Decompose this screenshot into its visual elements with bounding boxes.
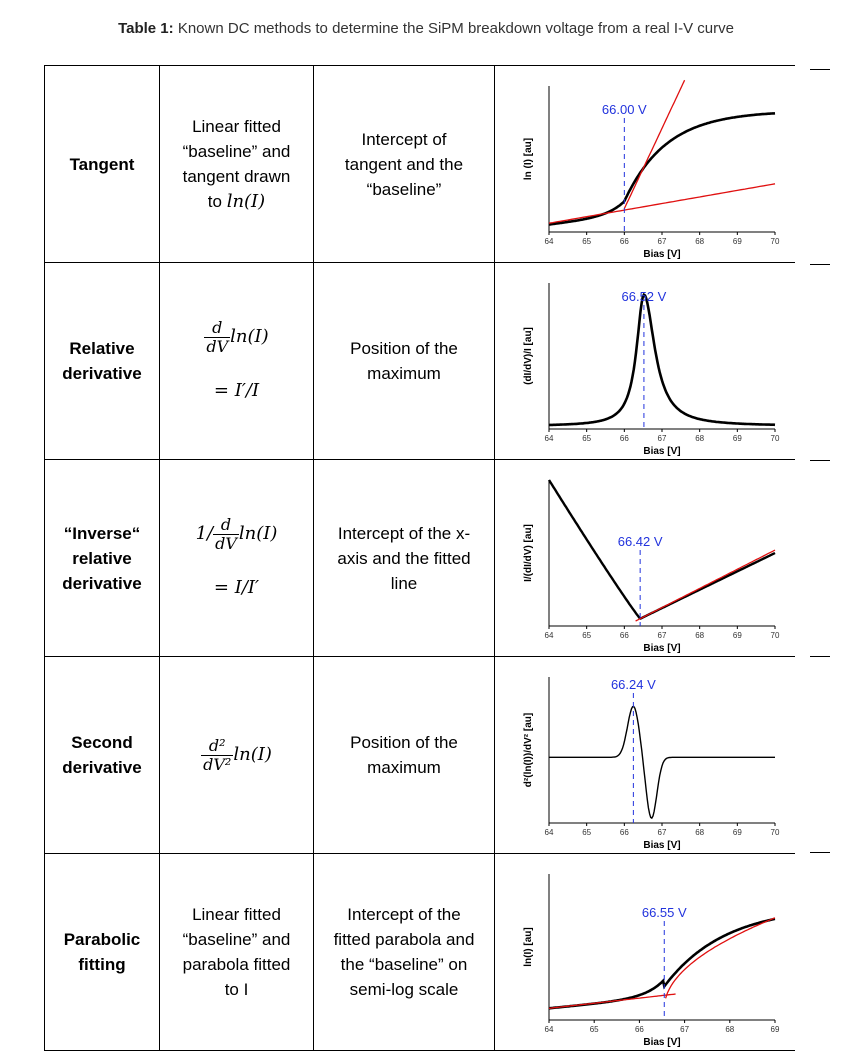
x-tick-label: 70	[771, 237, 780, 246]
criterion-cell: Position of the maximum	[313, 262, 495, 460]
plot-cell: 64 65 66 67 68 69 70 Bias [V] ln (I) [au] 66.00 V	[494, 65, 795, 263]
y-axis-label: ln(I) [au]	[523, 927, 534, 966]
table-row: Parabolic fitting Linear fitted “baseline”…	[44, 853, 795, 1051]
x-tick-label: 68	[695, 237, 704, 246]
inverse-relative-derivative-plot: 64 65 66 67 68 69 70 Bias [V] I/(dI/dV) [au] 66.4…	[523, 479, 780, 654]
x-tick-label: 64	[545, 434, 554, 443]
caption-text: Known DC methods to determine the SiPM b…	[173, 20, 734, 37]
relative-derivative-plot: 64 65 66 67 68 69 70 Bias [V] (dI/dV)/I [au] 66.5…	[523, 283, 780, 457]
criterion-cell: Intercept of tangent and the “baseline”	[313, 65, 495, 263]
second-derivative-plot: 64 65 66 67 68 69 70 Bias [V] d²(ln(I))/dV² [au]…	[523, 677, 780, 851]
x-axis-label: Bias [V]	[643, 249, 680, 260]
data-curve	[548, 112, 776, 226]
row-divider	[810, 264, 830, 265]
x-tick-label: 67	[658, 828, 667, 837]
breakdown-label: 66.42 V	[618, 534, 663, 549]
x-tick-label: 68	[695, 434, 704, 443]
x-tick-label: 68	[695, 631, 704, 640]
row-divider	[810, 460, 830, 461]
breakdown-label: 66.00 V	[602, 102, 647, 117]
breakdown-label: 66.52 V	[622, 289, 667, 304]
x-tick-label: 66	[620, 237, 629, 246]
x-tick-label: 69	[733, 237, 742, 246]
plot-cell: 64 65 66 67 68 69 70 Bias [V] I/(dI/dV) [au] 66.4…	[494, 459, 795, 657]
method-name: “Inverse“ relative derivative	[44, 459, 160, 657]
x-tick-label: 66	[620, 631, 629, 640]
x-tick-label: 66	[620, 434, 629, 443]
method-name: Relative derivative	[44, 262, 160, 460]
breakdown-label: 66.55 V	[642, 905, 687, 920]
methods-table: Tangent Linear fitted “baseline” and tan…	[44, 65, 795, 1051]
x-tick-label: 65	[582, 828, 591, 837]
formula-cell: Linear fitted “baseline” and tangent dra…	[159, 65, 314, 263]
plot-cell: 64 65 66 67 68 69 Bias [V] ln(I) [au] 66.55 V	[494, 853, 795, 1051]
plot-cell: 64 65 66 67 68 69 70 Bias [V] (dI/dV)/I [au] 66.5…	[494, 262, 795, 460]
x-axis-label: Bias [V]	[643, 1037, 680, 1048]
criterion-cell: Position of the maximum	[313, 656, 495, 854]
table-row: Tangent Linear fitted “baseline” and tan…	[44, 65, 795, 263]
x-tick-label: 66	[620, 828, 629, 837]
x-tick-label: 67	[658, 237, 667, 246]
row-divider	[810, 656, 830, 657]
formula-cell: d² dV² ln(I)	[159, 656, 314, 854]
x-tick-label: 67	[658, 434, 667, 443]
x-tick-label: 64	[545, 631, 554, 640]
x-tick-label: 64	[545, 828, 554, 837]
x-tick-label: 69	[771, 1025, 780, 1034]
x-tick-label: 69	[733, 631, 742, 640]
y-axis-label: (dI/dV)/I [au]	[523, 327, 534, 385]
x-tick-label: 68	[725, 1025, 734, 1034]
x-tick-label: 65	[590, 1025, 599, 1034]
formula-cell: d dV ln(I) = I′/I	[159, 262, 314, 460]
breakdown-label: 66.24 V	[611, 677, 656, 692]
x-tick-label: 69	[733, 828, 742, 837]
tangent-plot: 64 65 66 67 68 69 70 Bias [V] ln (I) [au] 66.00 V	[523, 79, 780, 260]
data-curve	[549, 705, 775, 820]
y-axis-label: ln (I) [au]	[523, 138, 534, 180]
table-row: Second derivative d² dV² ln(I) Position of …	[44, 656, 795, 854]
x-tick-label: 65	[582, 434, 591, 443]
method-name: Second derivative	[44, 656, 160, 854]
fit-line	[623, 79, 686, 209]
x-tick-label: 67	[658, 631, 667, 640]
fit-line	[548, 993, 676, 1009]
caption-label: Table 1:	[118, 20, 174, 37]
fit-line	[664, 917, 776, 999]
fit-line	[635, 549, 776, 622]
y-axis-label: I/(dI/dV) [au]	[523, 524, 534, 582]
data-curve	[549, 292, 776, 427]
data-curve	[547, 479, 776, 620]
x-axis-label: Bias [V]	[643, 446, 680, 457]
fit-line	[548, 183, 776, 224]
x-tick-label: 64	[545, 237, 554, 246]
x-tick-label: 70	[771, 434, 780, 443]
table-row: “Inverse“ relative derivative 1/d dV ln(I) =…	[44, 459, 795, 657]
y-axis-label: d²(ln(I))/dV² [au]	[523, 713, 534, 787]
x-tick-label: 69	[733, 434, 742, 443]
row-divider	[810, 69, 830, 70]
x-axis-label: Bias [V]	[643, 643, 680, 654]
row-divider	[810, 852, 830, 853]
table-caption: Table 1: Known DC methods to determine t…	[0, 20, 852, 37]
method-name: Tangent	[44, 65, 160, 263]
plot-cell: 64 65 66 67 68 69 70 Bias [V] d²(ln(I))/dV² [au]…	[494, 656, 795, 854]
x-tick-label: 64	[545, 1025, 554, 1034]
x-tick-label: 68	[695, 828, 704, 837]
parabolic-fitting-plot: 64 65 66 67 68 69 Bias [V] ln(I) [au] 66.55 V	[523, 874, 780, 1048]
criterion-cell: Intercept of the x-axis and the fitted li…	[313, 459, 495, 657]
x-tick-label: 70	[771, 631, 780, 640]
x-axis-label: Bias [V]	[643, 840, 680, 851]
method-name: Parabolic fitting	[44, 853, 160, 1051]
x-tick-label: 65	[582, 631, 591, 640]
formula-cell: Linear fitted “baseline” and parabola fitt…	[159, 853, 314, 1051]
criterion-cell: Intercept of the fitted parabola and the “…	[313, 853, 495, 1051]
table-row: Relative derivative d dV ln(I) = I′/I Posit…	[44, 262, 795, 460]
formula-cell: 1/d dV ln(I) = I/I′	[159, 459, 314, 657]
x-tick-label: 70	[771, 828, 780, 837]
x-tick-label: 65	[582, 237, 591, 246]
x-tick-label: 66	[635, 1025, 644, 1034]
x-tick-label: 67	[680, 1025, 689, 1034]
